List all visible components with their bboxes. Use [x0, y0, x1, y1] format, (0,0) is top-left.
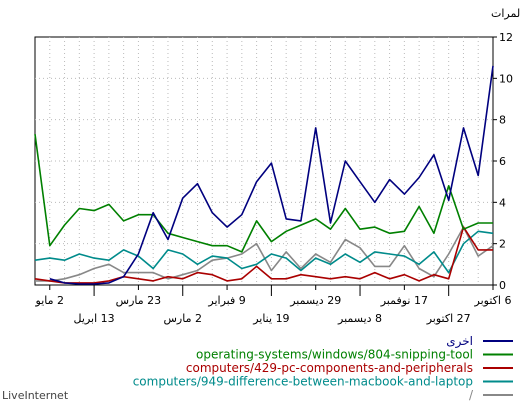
series-line-1: [34, 133, 493, 253]
x-tick-label: 17 نوفمبر: [380, 294, 428, 307]
series-line-0: [49, 65, 494, 285]
y-tick-label: 10: [499, 72, 513, 85]
legend-label: operating-systems/windows/804-snipping-t…: [196, 348, 473, 362]
brand-label: LiveInternet: [2, 389, 69, 402]
x-tick-label: 2 مارس: [163, 312, 201, 325]
x-tick-label: 9 فبراير: [207, 294, 245, 307]
y-axis-label: المرات: [491, 7, 520, 20]
series-lines: [34, 65, 494, 285]
y-tick-label: 2: [499, 238, 506, 251]
legend: اخرىoperating-systems/windows/804-snippi…: [133, 334, 513, 402]
grid: [35, 37, 493, 285]
x-tick-label: 19 يناير: [252, 312, 289, 325]
y-tick-label: 6: [499, 155, 506, 168]
series-line-2: [34, 226, 493, 284]
legend-label: اخرى: [446, 334, 473, 349]
series-line-3: [34, 230, 494, 274]
x-tick-label: 2 مايو: [35, 294, 64, 307]
legend-label: computers/949-difference-between-macbook…: [133, 375, 473, 389]
x-axis: 6 اكتوبر 17 نوفمبر 29 ديسمبر 9 فبراير 23 مار…: [35, 285, 512, 325]
y-tick-label: 8: [499, 114, 506, 127]
x-tick-label: 13 ابريل: [74, 312, 115, 325]
y-axis: 0 2 4 6 8 10 12: [493, 31, 513, 292]
legend-label: computers/429-pc-components-and-peripher…: [186, 361, 473, 375]
x-tick-label: 8 ديسمبر: [337, 312, 382, 325]
x-tick-label: 6 اكتوبر: [474, 294, 512, 307]
x-tick-label: 29 ديسمبر: [289, 294, 341, 307]
x-tick-label: 23 مارس: [116, 294, 161, 307]
series-line-4: [35, 226, 494, 282]
x-tick-label: 27 اكتوبر: [426, 312, 471, 325]
y-tick-label: 0: [499, 279, 506, 292]
y-tick-label: 4: [499, 196, 506, 209]
y-tick-label: 12: [499, 31, 513, 44]
legend-label: /: [469, 388, 474, 402]
